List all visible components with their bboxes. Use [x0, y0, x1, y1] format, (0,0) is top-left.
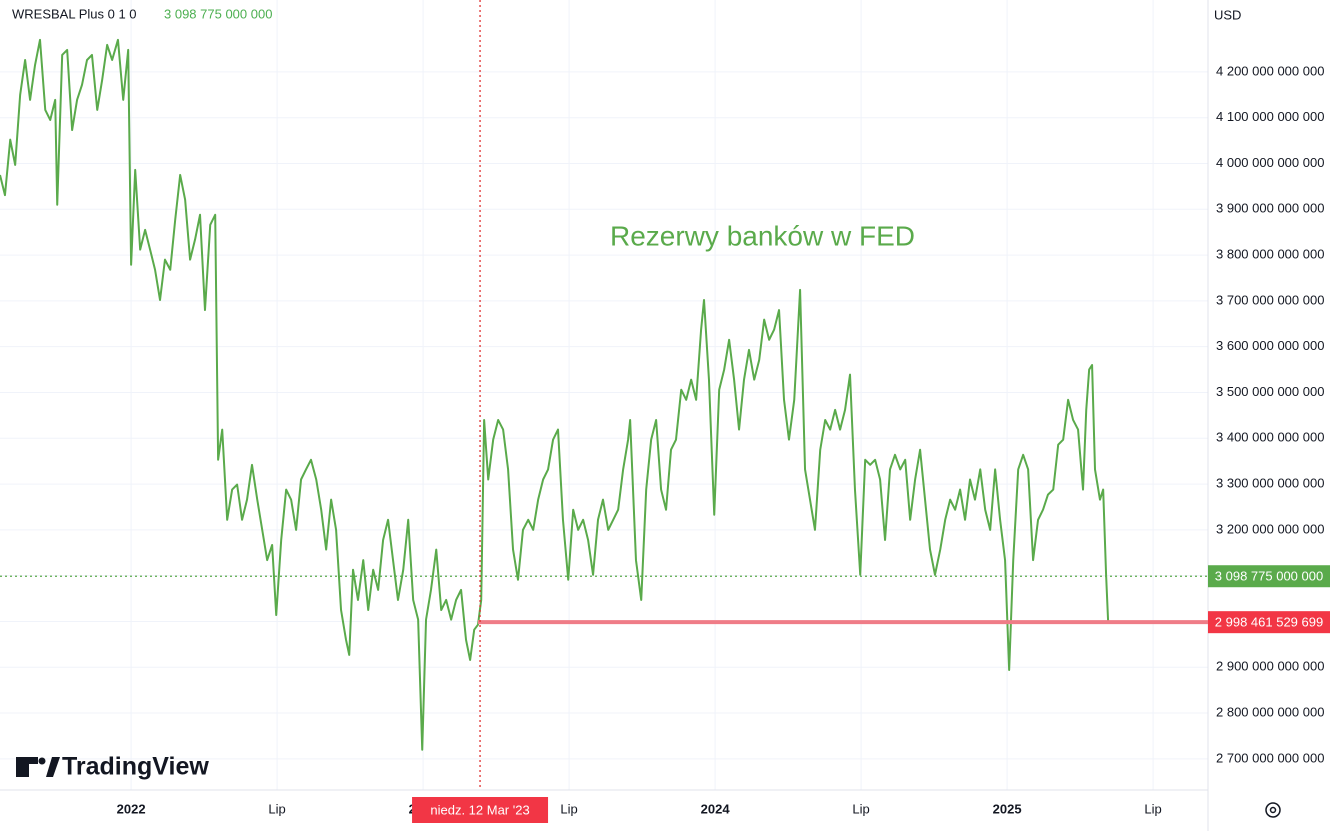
crosshair-badge [412, 797, 549, 823]
last-price-badge [1208, 565, 1330, 588]
gear-inner [1269, 806, 1277, 814]
x-tick-label: Lip [852, 801, 869, 816]
y-tick-label: 3 800 000 000 000 [1216, 247, 1324, 262]
horizontal-line-badge [1208, 611, 1330, 634]
x-tick-label: Lip [1144, 801, 1161, 816]
lines [0, 38, 1110, 751]
x-tick-label: 2025 [993, 801, 1022, 816]
currency-label[interactable]: USD [1214, 7, 1241, 22]
x-tick-label: Lip [268, 801, 285, 816]
gear-outer [1265, 802, 1281, 818]
x-tick-label: 2024 [701, 801, 731, 816]
y-tick-label: 3 900 000 000 000 [1216, 201, 1324, 216]
annotation: Rezerwy banków w FED [610, 220, 915, 251]
y-tick-label: 2 800 000 000 000 [1216, 704, 1324, 719]
x-tick-label: Lip [560, 801, 577, 816]
settings-icon[interactable] [1265, 802, 1281, 818]
y-tick-label: 4 000 000 000 000 [1216, 155, 1324, 170]
logo-text: TradingView [62, 753, 209, 781]
logo-mark [38, 757, 46, 765]
x-tick-label: 2022 [117, 801, 146, 816]
symbol-title[interactable]: WRESBAL Plus 0 1 0 [12, 6, 137, 21]
logo-mark [16, 757, 38, 764]
axes: 2 700 000 000 000 2 800 000 000 000 2 900 … [117, 63, 1325, 816]
y-tick-label: 3 200 000 000 000 [1216, 521, 1324, 536]
y-tick-label: 2 700 000 000 000 [1216, 750, 1324, 765]
y-tick-label: 4 100 000 000 000 [1216, 109, 1324, 124]
y-tick-label: 4 200 000 000 000 [1216, 63, 1324, 78]
y-tick-label: 3 500 000 000 000 [1216, 384, 1324, 399]
last-price-label: 3 098 775 000 000 [1215, 569, 1323, 584]
horizontal-line-label: 2 998 461 529 699 [1215, 615, 1323, 630]
logo[interactable]: TradingView [16, 753, 209, 781]
y-tick-label: 3 700 000 000 000 [1216, 292, 1324, 307]
crosshair-label: niedz. 12 Mar '23 [430, 802, 529, 817]
y-tick-label: 3 300 000 000 000 [1216, 476, 1324, 491]
logo-mark [46, 757, 60, 777]
y-tick-label: 3 400 000 000 000 [1216, 430, 1324, 445]
header-last-value: 3 098 775 000 000 [164, 6, 272, 21]
y-tick-label: 2 900 000 000 000 [1216, 659, 1324, 674]
y-tick-label: 3 600 000 000 000 [1216, 338, 1324, 353]
data-line [0, 38, 1110, 751]
